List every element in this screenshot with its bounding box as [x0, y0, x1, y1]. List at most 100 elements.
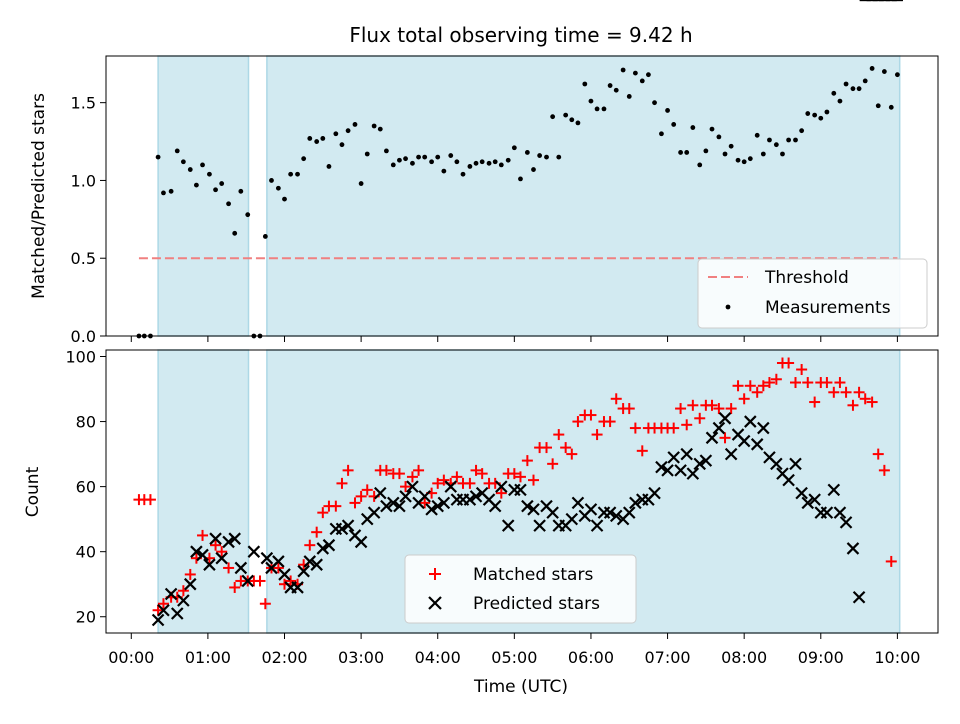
measurement-point — [767, 137, 772, 143]
predicted-star-point — [712, 421, 726, 435]
predicted-star-point — [418, 490, 431, 503]
bottom-axes-frame — [105, 349, 939, 634]
top-legend: Threshold Measurements — [697, 258, 928, 329]
measurement-point — [537, 153, 543, 158]
measurement-point — [747, 156, 753, 162]
predicted-star-point — [674, 464, 687, 477]
matched-star-point — [547, 458, 559, 470]
x-tick-label: 00:00 — [108, 648, 154, 667]
legend-measurement-swatch — [725, 304, 731, 310]
matched-star-point — [604, 416, 616, 428]
matched-star-point — [834, 377, 846, 389]
matched-star-point — [610, 393, 622, 405]
matched-star-point — [636, 445, 648, 457]
matched-star-point — [330, 500, 342, 512]
top-axes-frame — [105, 55, 939, 337]
measurement-point — [397, 157, 402, 163]
matched-star-point — [828, 386, 840, 398]
measurement-point — [754, 132, 760, 138]
predicted-stars-points — [151, 0, 903, 627]
measurement-point — [594, 106, 600, 112]
predicted-star-point — [705, 431, 719, 445]
x-tick-label: 04:00 — [415, 648, 461, 667]
measurement-point — [652, 100, 657, 106]
measurement-point — [473, 160, 479, 166]
legend-matched-label: Matched stars — [473, 565, 593, 585]
matched-star-point — [681, 419, 693, 431]
predicted-star-point — [222, 535, 235, 549]
measurement-point — [793, 137, 798, 143]
measurement-point — [659, 131, 664, 137]
matched-star-point — [285, 575, 297, 587]
x-tick-label: 01:00 — [185, 648, 231, 667]
measurement-point — [888, 104, 894, 110]
predicted-star-point — [209, 532, 222, 545]
measurement-point — [383, 148, 389, 154]
matched-star-point — [878, 464, 890, 476]
measurement-point — [684, 150, 690, 155]
matched-star-point — [719, 432, 731, 444]
measurement-point — [780, 151, 785, 157]
chart-title: Flux total observing time = 9.42 h — [349, 23, 692, 47]
predicted-star-point — [157, 603, 170, 617]
matched-star-point — [694, 412, 706, 424]
bottom-y-tick-label: 60 — [76, 478, 96, 497]
top-y-tick-label: 1.5 — [71, 94, 96, 113]
matched-star-point — [802, 377, 814, 389]
matched-star-point — [591, 429, 603, 441]
measurement-point — [690, 125, 696, 130]
measurement-point — [301, 156, 307, 162]
bottom-y-tick-label: 20 — [76, 608, 96, 627]
predicted-star-point — [718, 412, 732, 425]
legend-matched-swatch — [429, 568, 441, 580]
measurement-point — [187, 167, 193, 172]
predicted-star-point — [437, 496, 451, 510]
matched-star-point — [317, 507, 329, 519]
observing-band-1 — [157, 349, 250, 634]
measurement-point — [410, 160, 415, 166]
top-y-axis-label: Matched/Predicted stars — [29, 93, 49, 299]
measurement-point — [168, 188, 174, 194]
predicted-star-point — [782, 473, 795, 487]
matched-star-point — [783, 357, 795, 369]
measurement-point — [492, 159, 498, 165]
measurement-point — [632, 70, 638, 76]
predicted-star-point — [354, 535, 368, 549]
predicted-star-point — [335, 522, 349, 536]
measurement-point — [524, 150, 530, 155]
predicted-star-point — [827, 483, 841, 497]
measurement-point — [875, 103, 881, 109]
x-tick-label: 08:00 — [721, 648, 767, 667]
matched-star-point — [349, 497, 361, 509]
measurement-point — [498, 162, 504, 168]
measurement-point — [213, 187, 218, 193]
predicted-star-point — [228, 532, 241, 545]
matched-star-point — [527, 474, 539, 486]
predicted-star-point — [151, 613, 165, 627]
predicted-star-point — [406, 480, 419, 493]
predicted-star-point — [425, 503, 438, 516]
predicted-star-point — [533, 519, 546, 532]
observing-bands — [157, 55, 901, 337]
matched-star-point — [847, 399, 859, 411]
predicted-star-point — [272, 555, 285, 568]
measurement-point — [856, 86, 862, 92]
x-tick-label: 02:00 — [261, 648, 307, 667]
measurement-point — [448, 153, 454, 158]
predicted-star-point — [801, 496, 815, 510]
matched-star-point — [259, 598, 271, 610]
predicted-star-point — [667, 451, 680, 464]
measurement-point — [422, 154, 428, 160]
matched-star-point — [744, 380, 756, 392]
measurement-point — [245, 212, 251, 218]
predicted-star-point — [469, 490, 483, 503]
measurement-point — [377, 126, 383, 132]
measurement-point — [314, 139, 320, 144]
measurement-point — [805, 111, 811, 116]
measurement-point — [486, 160, 492, 166]
predicted-star-point — [373, 486, 387, 500]
matched-star-point — [840, 386, 852, 398]
measurement-point — [741, 159, 747, 165]
predicted-star-point — [648, 486, 661, 500]
